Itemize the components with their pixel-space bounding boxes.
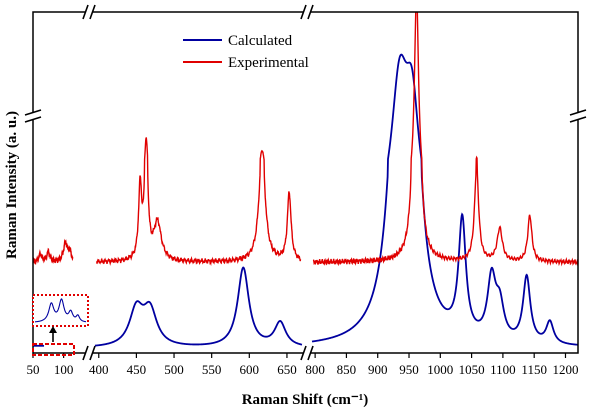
series-line-calculated-right xyxy=(311,53,578,346)
series-line-experimental-right xyxy=(312,12,578,267)
x-tick-label-1000: 1000 xyxy=(427,362,453,377)
x-tick-label-600: 600 xyxy=(240,362,260,377)
legend-label-experimental: Experimental xyxy=(228,55,309,71)
inset-zoom-annotation xyxy=(32,294,89,356)
inset-arrow-head xyxy=(49,326,57,333)
x-break-top-1 xyxy=(82,4,96,20)
axis-break-marks xyxy=(24,4,587,361)
tick-layer: 50 100 400 450 500 550 600 650 800 850 900 950 1000 1… xyxy=(27,353,578,377)
x-break-bottom-1 xyxy=(82,345,96,361)
series-line-experimental-middle xyxy=(96,137,302,267)
x-tick-label-950: 950 xyxy=(399,362,419,377)
x-tick-label-100: 100 xyxy=(54,362,74,377)
y-break-right xyxy=(569,109,587,123)
inset-curve xyxy=(34,298,87,323)
x-break-bottom-2 xyxy=(300,345,314,361)
x-tick-label-550: 550 xyxy=(202,362,222,377)
x-tick-label-650: 650 xyxy=(277,362,297,377)
series-layer xyxy=(33,12,578,347)
x-tick-label-1050: 1050 xyxy=(459,362,485,377)
x-tick-label-400: 400 xyxy=(89,362,109,377)
x-tick-label-500: 500 xyxy=(164,362,184,377)
x-tick-label-50: 50 xyxy=(27,362,40,377)
legend: Calculated Experimental xyxy=(183,33,309,71)
inset-source-box xyxy=(32,343,75,356)
x-axis-title: Raman Shift (cm⁻¹) xyxy=(242,392,369,408)
x-tick-label-850: 850 xyxy=(337,362,357,377)
series-line-calculated-middle xyxy=(94,266,303,347)
y-axis-title: Raman Intensity (a. u.) xyxy=(4,111,20,259)
x-tick-label-1150: 1150 xyxy=(521,362,547,377)
x-tick-label-1100: 1100 xyxy=(490,362,516,377)
x-break-top-2 xyxy=(300,4,314,20)
legend-label-calculated: Calculated xyxy=(228,33,293,49)
x-tick-label-900: 900 xyxy=(368,362,388,377)
y-break-left xyxy=(24,109,42,123)
x-tick-label-450: 450 xyxy=(127,362,147,377)
x-tick-label-800: 800 xyxy=(305,362,325,377)
x-tick-label-1200: 1200 xyxy=(552,362,578,377)
series-line-experimental-left xyxy=(33,238,74,266)
